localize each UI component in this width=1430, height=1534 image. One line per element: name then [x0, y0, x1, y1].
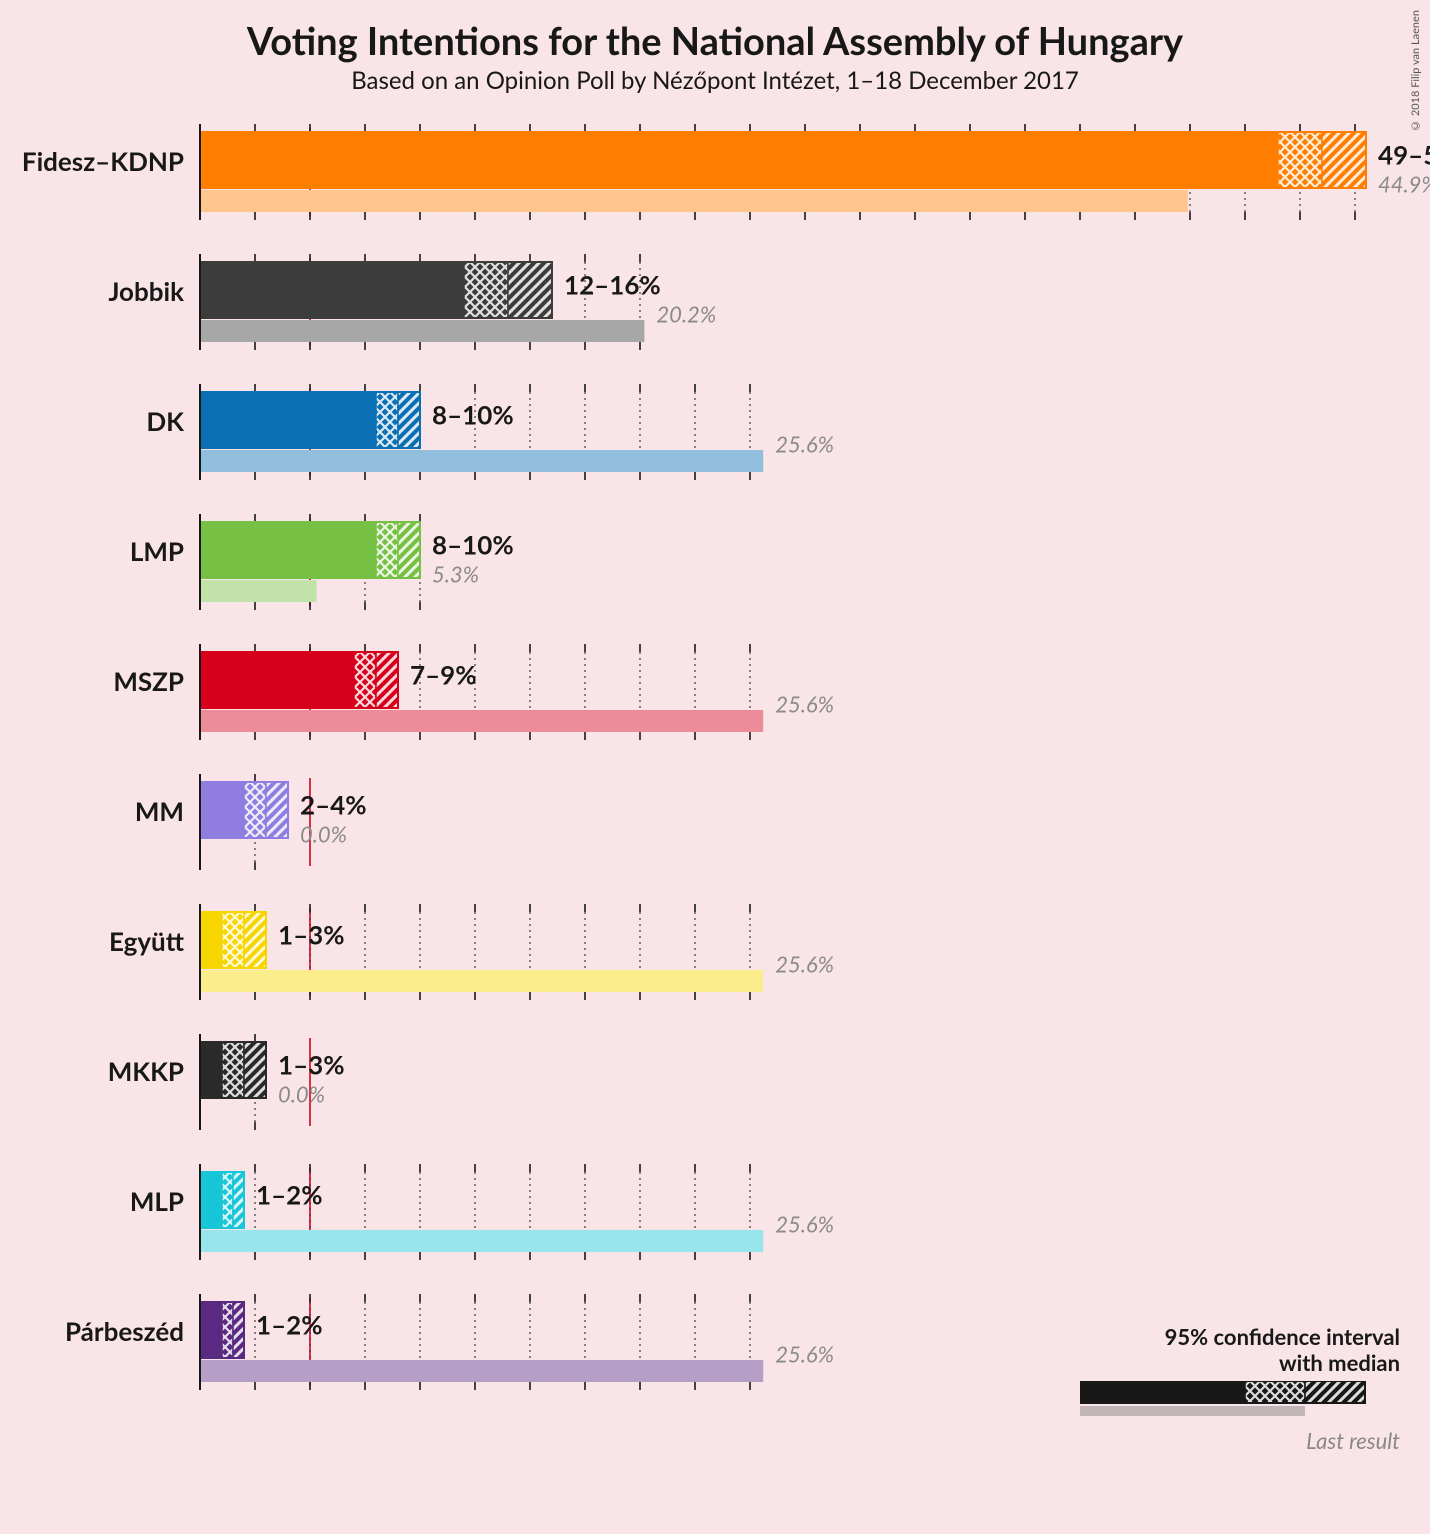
party-row: MM 2–4%0.0% — [135, 774, 367, 870]
ci-bar-median-high — [266, 782, 288, 838]
last-value-label: 25.6% — [775, 430, 834, 457]
party-row: MSZP 7–9% 25.6% — [113, 644, 834, 740]
last-value-label: 25.6% — [775, 1340, 834, 1367]
party-row: Fidesz–KDNP 49–53%44.9% — [22, 124, 1430, 220]
value-label: 1–3% — [278, 918, 345, 950]
value-label: 8–10% — [432, 528, 514, 560]
party-label: Párbeszéd — [65, 1315, 184, 1347]
party-row: LMP 8–10%5.3% — [130, 514, 514, 610]
party-label: MSZP — [113, 665, 184, 697]
legend-ci-solid — [1080, 1381, 1245, 1403]
ci-bar-solid — [200, 1172, 222, 1228]
last-result-bar — [200, 710, 763, 732]
party-row: Párbeszéd 1–2% 25.6% — [65, 1294, 834, 1390]
party-row: Együtt 1–3% 25.6% — [109, 904, 834, 1000]
ci-bar-median-high — [233, 1302, 244, 1358]
ci-bar-median-high — [244, 912, 266, 968]
value-label: 2–4% — [300, 788, 367, 820]
ci-bar-median-high — [398, 392, 420, 448]
ci-bar-low-median — [376, 522, 398, 578]
party-label: MLP — [130, 1185, 184, 1217]
last-result-bar — [200, 450, 763, 472]
value-label: 8–10% — [432, 398, 514, 430]
party-label: LMP — [130, 535, 184, 567]
last-value-label: 5.3% — [432, 560, 479, 587]
last-value-label: 25.6% — [775, 950, 834, 977]
value-label: 1–2% — [256, 1178, 323, 1210]
ci-bar-low-median — [244, 782, 266, 838]
last-result-bar — [200, 1230, 763, 1252]
ci-bar-solid — [200, 652, 354, 708]
party-label: MKKP — [108, 1055, 184, 1087]
last-result-bar — [200, 1360, 763, 1382]
value-label: 7–9% — [410, 658, 477, 690]
ci-bar-median-high — [244, 1042, 266, 1098]
value-label: 1–2% — [256, 1308, 323, 1340]
last-value-label: 0.0% — [278, 1080, 325, 1107]
ci-bar-low-median — [222, 1302, 233, 1358]
ci-bar-solid — [200, 1302, 222, 1358]
last-value-label: 44.9% — [1378, 170, 1430, 197]
last-result-bar — [200, 320, 644, 342]
ci-bar-low-median — [354, 652, 376, 708]
ci-bar-solid — [200, 522, 376, 578]
party-label: Fidesz–KDNP — [22, 145, 184, 177]
ci-bar-solid — [200, 132, 1278, 188]
legend: 95% confidence intervalwith median Last … — [1080, 1324, 1400, 1454]
last-result-bar — [200, 970, 763, 992]
party-label: Együtt — [109, 925, 185, 957]
last-value-label: 0.0% — [300, 820, 347, 847]
last-result-bar — [200, 190, 1188, 212]
party-label: Jobbik — [108, 275, 184, 307]
ci-bar-solid — [200, 1042, 222, 1098]
ci-bar-median-high — [508, 262, 552, 318]
ci-bar-solid — [200, 912, 222, 968]
last-value-label: 25.6% — [775, 690, 834, 717]
ci-bar-low-median — [1278, 132, 1322, 188]
party-label: DK — [146, 405, 185, 437]
last-value-label: 20.2% — [656, 300, 716, 327]
chart-title: Voting Intentions for the National Assem… — [0, 0, 1430, 64]
ci-bar-solid — [200, 782, 244, 838]
ci-bar-solid — [200, 392, 376, 448]
value-label: 49–53% — [1378, 138, 1430, 170]
party-row: Jobbik 12–16%20.2% — [108, 254, 716, 350]
legend-swatch — [1080, 1381, 1380, 1421]
bar-chart-plot: Fidesz–KDNP 49–53%44.9% Jobbik 12–16%20.2% D… — [0, 110, 1430, 1534]
party-row: DK 8–10% 25.6% — [146, 384, 834, 480]
ci-bar-solid — [200, 262, 464, 318]
ci-bar-low-median — [222, 912, 244, 968]
ci-bar-low-median — [222, 1042, 244, 1098]
ci-bar-low-median — [464, 262, 508, 318]
ci-bar-low-median — [222, 1172, 233, 1228]
ci-bar-low-median — [376, 392, 398, 448]
legend-last-swatch — [1080, 1406, 1305, 1416]
chart-subtitle: Based on an Opinion Poll by Nézőpont Int… — [0, 66, 1430, 95]
party-label: MM — [135, 795, 184, 827]
legend-ci-label: 95% confidence intervalwith median — [1080, 1324, 1400, 1375]
party-row: MLP 1–2% 25.6% — [130, 1164, 834, 1260]
party-row: MKKP 1–3%0.0% — [108, 1034, 345, 1130]
legend-last-label: Last result — [1080, 1427, 1400, 1454]
last-value-label: 25.6% — [775, 1210, 834, 1237]
value-label: 12–16% — [564, 268, 661, 300]
last-result-bar — [200, 580, 317, 602]
value-label: 1–3% — [278, 1048, 345, 1080]
ci-bar-median-high — [376, 652, 398, 708]
ci-bar-median-high — [398, 522, 420, 578]
ci-bar-median-high — [1322, 132, 1366, 188]
ci-bar-median-high — [233, 1172, 244, 1228]
